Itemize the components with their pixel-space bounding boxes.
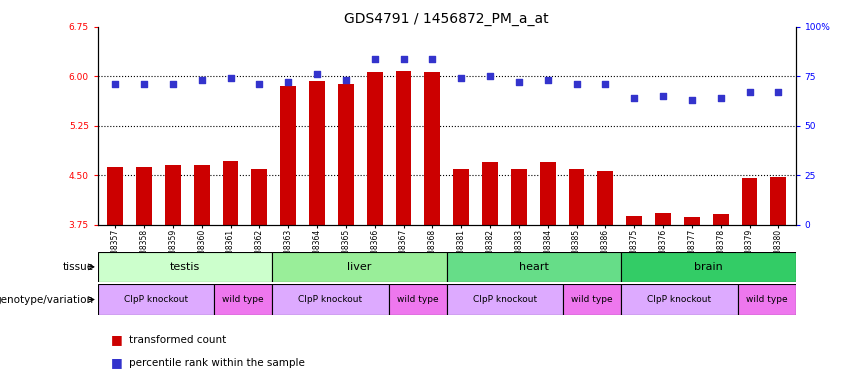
Bar (738, 284, 796, 315)
Bar (425, 72, 440, 225)
Point (685, 97, 699, 103)
Point (714, 95, 728, 101)
Bar (98, 252, 272, 282)
Bar (563, 284, 621, 315)
Bar (540, 162, 556, 225)
Point (512, 79, 526, 85)
Point (656, 93, 670, 99)
Point (137, 81, 151, 87)
Point (569, 81, 583, 87)
Point (454, 75, 468, 81)
Point (224, 75, 237, 81)
Text: ClpP knockout: ClpP knockout (299, 295, 363, 304)
Text: testis: testis (170, 262, 200, 272)
Point (541, 77, 555, 83)
Point (743, 89, 757, 95)
Text: wild type: wild type (397, 295, 438, 304)
Bar (272, 252, 447, 282)
Point (368, 55, 381, 61)
Text: genotype/variation: genotype/variation (0, 295, 94, 305)
Bar (338, 84, 354, 225)
Text: transformed count: transformed count (129, 335, 226, 345)
Bar (621, 252, 796, 282)
Bar (511, 169, 527, 225)
Title: GDS4791 / 1456872_PM_a_at: GDS4791 / 1456872_PM_a_at (345, 12, 549, 26)
Point (483, 73, 497, 79)
Text: wild type: wild type (745, 295, 787, 304)
Point (772, 89, 785, 95)
Bar (741, 178, 757, 225)
Text: liver: liver (347, 262, 372, 272)
Bar (447, 252, 621, 282)
Bar (272, 284, 389, 315)
Bar (194, 166, 209, 225)
Text: ■: ■ (111, 356, 123, 369)
Bar (223, 161, 238, 225)
Point (282, 79, 295, 85)
Bar (309, 81, 325, 225)
Bar (280, 86, 296, 225)
Point (397, 55, 410, 61)
Bar (214, 284, 272, 315)
Text: ■: ■ (111, 333, 123, 346)
Point (426, 55, 439, 61)
Point (166, 81, 180, 87)
Bar (165, 166, 180, 225)
Text: brain: brain (694, 262, 722, 272)
Text: percentile rank within the sample: percentile rank within the sample (129, 358, 306, 368)
Bar (396, 71, 411, 225)
Bar (107, 167, 123, 225)
Bar (447, 284, 563, 315)
Bar (713, 214, 728, 225)
Bar (136, 167, 152, 225)
Bar (770, 177, 786, 225)
Text: ClpP knockout: ClpP knockout (473, 295, 537, 304)
Point (195, 77, 208, 83)
Bar (597, 170, 614, 225)
Text: ClpP knockout: ClpP knockout (648, 295, 711, 304)
Bar (389, 284, 447, 315)
Bar (621, 284, 738, 315)
Text: wild type: wild type (222, 295, 264, 304)
Bar (251, 169, 267, 225)
Bar (568, 169, 585, 225)
Point (339, 77, 352, 83)
Point (108, 81, 122, 87)
Text: wild type: wild type (571, 295, 613, 304)
Bar (454, 169, 469, 225)
Point (598, 81, 612, 87)
Point (253, 81, 266, 87)
Point (627, 95, 641, 101)
Bar (483, 162, 498, 225)
Text: heart: heart (519, 262, 549, 272)
Text: ClpP knockout: ClpP knockout (124, 295, 188, 304)
Bar (98, 284, 214, 315)
Text: tissue: tissue (62, 262, 94, 272)
Point (311, 71, 324, 78)
Bar (367, 72, 383, 225)
Bar (655, 213, 671, 225)
Bar (684, 217, 700, 225)
Bar (626, 216, 643, 225)
